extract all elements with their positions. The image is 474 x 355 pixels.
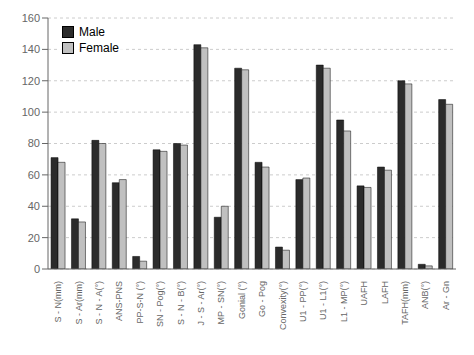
svg-text:S - N(mm): S - N(mm) <box>53 281 63 323</box>
svg-text:Go - Pog: Go - Pog <box>257 281 267 317</box>
svg-text:100: 100 <box>22 106 40 118</box>
svg-text:S - Ar(mm): S - Ar(mm) <box>74 281 84 325</box>
svg-text:L1 - MP(°): L1 - MP(°) <box>339 281 349 322</box>
svg-text:Ar - Gn: Ar - Gn <box>441 281 451 310</box>
svg-text:40: 40 <box>28 200 40 212</box>
html-text:Male: Male <box>79 25 105 39</box>
svg-text:ANS-PNS: ANS-PNS <box>114 281 124 321</box>
svg-text:Convexity(°): Convexity(°) <box>278 281 288 330</box>
svg-text:LAFH: LAFH <box>380 281 390 304</box>
svg-text:120: 120 <box>22 75 40 87</box>
svg-text:MP - SN(°): MP - SN(°) <box>216 281 226 324</box>
svg-text:ANB(°): ANB(°) <box>420 281 430 309</box>
svg-text:J - S - Ar(°): J - S - Ar(°) <box>196 281 206 326</box>
svg-text:Gonial (°): Gonial (°) <box>237 281 247 319</box>
svg-text:S - N - B(°): S - N - B(°) <box>176 281 186 325</box>
svg-text:PP-S-N (°): PP-S-N (°) <box>135 281 145 324</box>
html-text:Female: Female <box>79 41 119 55</box>
svg-text:UAFH: UAFH <box>359 281 369 306</box>
svg-text:TAFH(mm): TAFH(mm) <box>400 281 410 325</box>
svg-text:U1 - PP(°): U1 - PP(°) <box>298 281 308 322</box>
svg-text:SN - Pog(°): SN - Pog(°) <box>155 281 165 327</box>
svg-text:160: 160 <box>22 12 40 24</box>
svg-text:20: 20 <box>28 232 40 244</box>
svg-text:60: 60 <box>28 169 40 181</box>
svg-text:0: 0 <box>34 263 40 275</box>
svg-text:140: 140 <box>22 43 40 55</box>
svg-text:80: 80 <box>28 137 40 149</box>
svg-text:U1 - L1(°): U1 - L1(°) <box>318 281 328 320</box>
svg-text:S - N - A(°): S - N - A(°) <box>94 281 104 325</box>
